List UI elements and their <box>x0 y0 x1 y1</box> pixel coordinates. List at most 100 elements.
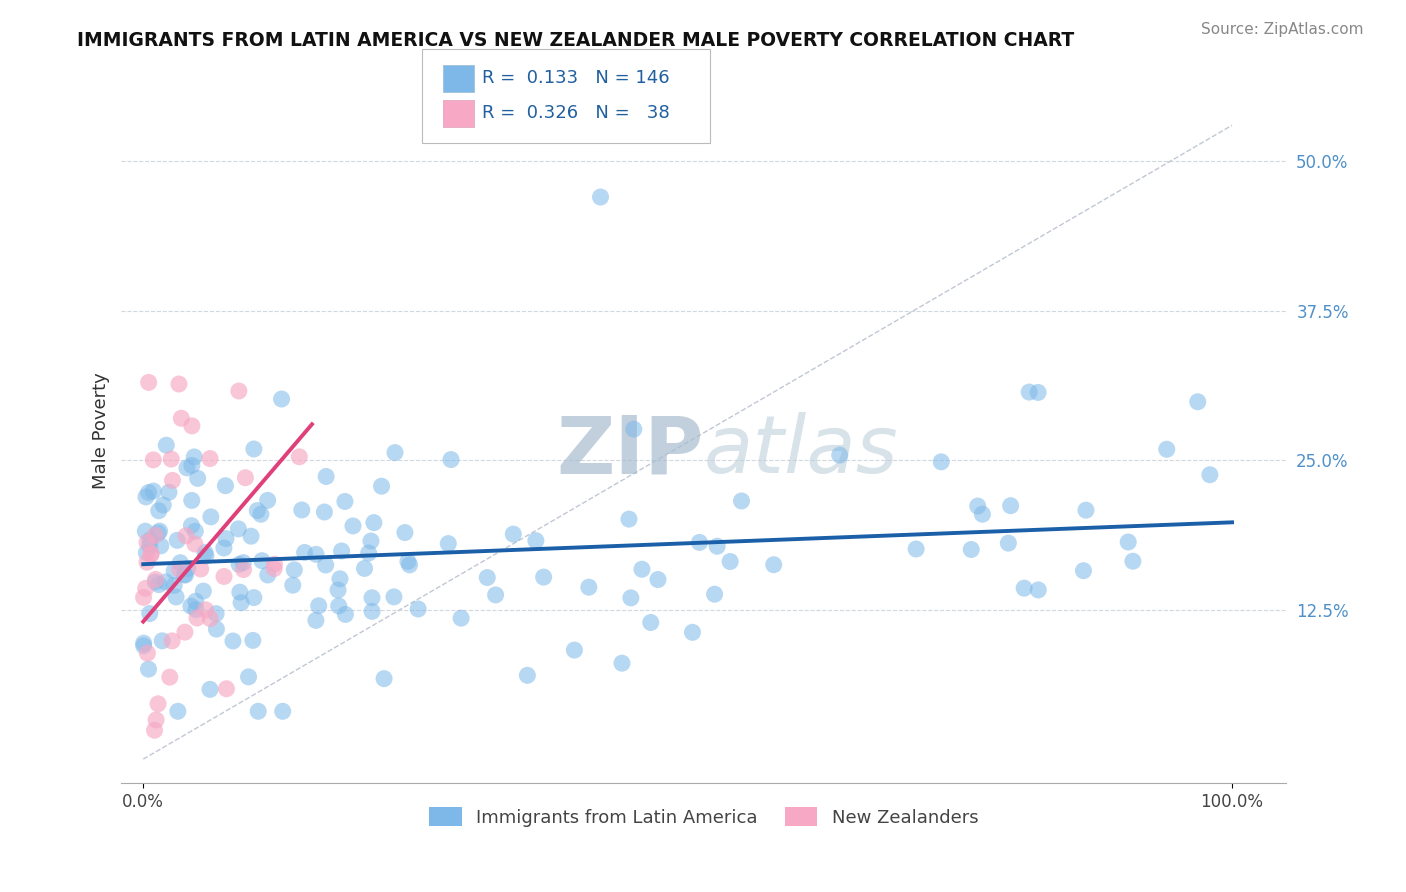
Point <box>398 558 420 572</box>
Point <box>256 568 278 582</box>
Point <box>1073 564 1095 578</box>
Legend: Immigrants from Latin America, New Zealanders: Immigrants from Latin America, New Zeala… <box>422 800 986 834</box>
Point <box>184 594 207 608</box>
Point <box>143 528 166 542</box>
Text: ZIP: ZIP <box>557 412 704 491</box>
Point <box>1026 385 1049 400</box>
Point <box>966 499 988 513</box>
Point <box>228 384 250 398</box>
Point <box>564 643 586 657</box>
Point <box>136 646 159 660</box>
Point <box>143 574 166 589</box>
Point <box>997 536 1019 550</box>
Point <box>149 524 172 538</box>
Point <box>440 452 463 467</box>
Point <box>143 723 166 738</box>
Point <box>1199 467 1222 482</box>
Point <box>169 556 191 570</box>
Text: R =  0.326   N =   38: R = 0.326 N = 38 <box>482 104 671 122</box>
Point <box>145 573 167 587</box>
Point <box>155 438 177 452</box>
Point <box>177 561 200 575</box>
Point <box>502 527 524 541</box>
Point <box>271 704 294 718</box>
Point <box>394 525 416 540</box>
Point <box>138 485 160 500</box>
Point <box>288 450 311 464</box>
Point <box>1026 582 1049 597</box>
Point <box>270 392 292 406</box>
Point <box>305 613 328 627</box>
Point <box>718 555 741 569</box>
Point <box>335 607 357 622</box>
Point <box>229 596 252 610</box>
Point <box>166 533 188 548</box>
Point <box>141 547 163 561</box>
Point <box>263 561 285 575</box>
Point <box>205 622 228 636</box>
Point <box>682 625 704 640</box>
Point <box>186 611 208 625</box>
Point <box>163 564 186 578</box>
Point <box>232 556 254 570</box>
Point <box>138 662 160 676</box>
Point <box>406 602 429 616</box>
Point <box>294 545 316 559</box>
Point <box>198 451 221 466</box>
Point <box>617 512 640 526</box>
Point <box>330 544 353 558</box>
Point <box>437 536 460 550</box>
Point <box>516 668 538 682</box>
Y-axis label: Male Poverty: Male Poverty <box>93 372 110 489</box>
Point <box>361 591 384 605</box>
Point <box>187 471 209 485</box>
Point <box>314 505 336 519</box>
Point <box>240 529 263 543</box>
Point <box>145 713 167 727</box>
Point <box>146 525 169 540</box>
Point <box>243 591 266 605</box>
Point <box>205 607 228 621</box>
Point <box>132 591 155 605</box>
Point <box>533 570 555 584</box>
Point <box>291 503 314 517</box>
Point <box>194 549 217 563</box>
Point <box>631 562 654 576</box>
Point <box>160 452 183 467</box>
Point <box>1122 554 1144 568</box>
Point <box>174 529 197 543</box>
Point <box>578 580 600 594</box>
Point <box>235 471 257 485</box>
Point <box>357 546 380 560</box>
Point <box>228 558 250 572</box>
Point <box>136 535 159 549</box>
Point <box>222 634 245 648</box>
Point <box>305 547 328 561</box>
Point <box>589 190 612 204</box>
Point <box>485 588 508 602</box>
Point <box>477 570 499 584</box>
Point <box>363 516 385 530</box>
Point <box>146 697 169 711</box>
Point <box>333 494 356 508</box>
Point <box>243 442 266 456</box>
Point <box>139 533 162 547</box>
Point <box>640 615 662 630</box>
Point <box>1187 394 1209 409</box>
Point <box>149 539 172 553</box>
Text: Source: ZipAtlas.com: Source: ZipAtlas.com <box>1201 22 1364 37</box>
Point <box>1116 535 1139 549</box>
Point <box>136 555 159 569</box>
Point <box>135 546 157 560</box>
Point <box>256 493 278 508</box>
Point <box>828 448 851 462</box>
Point <box>157 485 180 500</box>
Point <box>373 672 395 686</box>
Text: R =  0.133   N = 146: R = 0.133 N = 146 <box>482 70 669 87</box>
Point <box>263 558 285 572</box>
Point <box>242 633 264 648</box>
Point <box>250 554 273 568</box>
Point <box>229 585 252 599</box>
Point <box>214 479 236 493</box>
Point <box>1018 385 1040 400</box>
